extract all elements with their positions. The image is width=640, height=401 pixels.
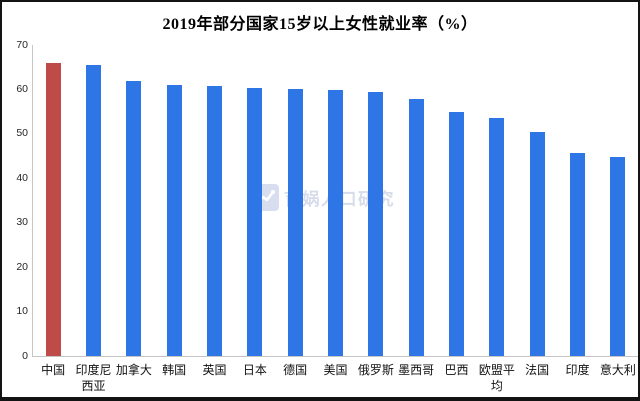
bar-印度尼西亚 — [86, 65, 101, 356]
bar-法国 — [529, 132, 545, 356]
y-axis-tick-label: 50 — [16, 127, 28, 140]
bar-日本 — [247, 87, 263, 356]
bar-加拿大 — [126, 80, 142, 356]
y-axis-tick-label: 0 — [22, 349, 28, 362]
bar-英国 — [207, 86, 222, 356]
x-axis-label: 俄罗斯 — [357, 363, 394, 377]
x-axis-label: 中国 — [41, 363, 66, 377]
bar-美国 — [328, 90, 343, 356]
x-axis-label: 美国 — [323, 363, 348, 377]
x-axis-label: 印度尼西亚 — [75, 363, 112, 394]
bar-印度 — [570, 153, 585, 356]
x-axis-label: 欧盟平均 — [478, 363, 515, 394]
y-axis-tick-label: 40 — [16, 171, 28, 184]
x-axis-label: 巴西 — [444, 363, 469, 377]
x-axis-label: 印度 — [565, 363, 590, 377]
x-axis-label: 德国 — [283, 363, 308, 377]
y-axis-tick-label: 60 — [16, 82, 28, 95]
y-axis-tick-label: 20 — [16, 260, 28, 273]
x-axis-label: 日本 — [242, 363, 267, 377]
bar-德国 — [287, 89, 303, 356]
bar-墨西哥 — [408, 98, 424, 356]
y-axis-tick-label: 30 — [16, 216, 28, 229]
x-axis-label: 加拿大 — [115, 363, 152, 377]
x-axis-label: 意大利 — [599, 363, 636, 377]
x-axis-label: 法国 — [525, 363, 550, 377]
x-axis-label: 墨西哥 — [398, 363, 435, 377]
chart-title: 2019年部分国家15岁以上女性就业率（%） — [162, 16, 478, 33]
bar-韩国 — [166, 84, 182, 356]
bar-欧盟平均 — [489, 118, 505, 356]
x-axis-label: 韩国 — [162, 363, 187, 377]
bar-中国 — [45, 62, 61, 356]
y-axis-tick-label: 70 — [16, 38, 28, 51]
x-axis-label: 英国 — [202, 363, 227, 377]
bar-意大利 — [610, 156, 626, 356]
bar-俄罗斯 — [368, 92, 384, 356]
y-axis-tick-label: 10 — [16, 305, 28, 318]
bar-巴西 — [449, 111, 464, 356]
